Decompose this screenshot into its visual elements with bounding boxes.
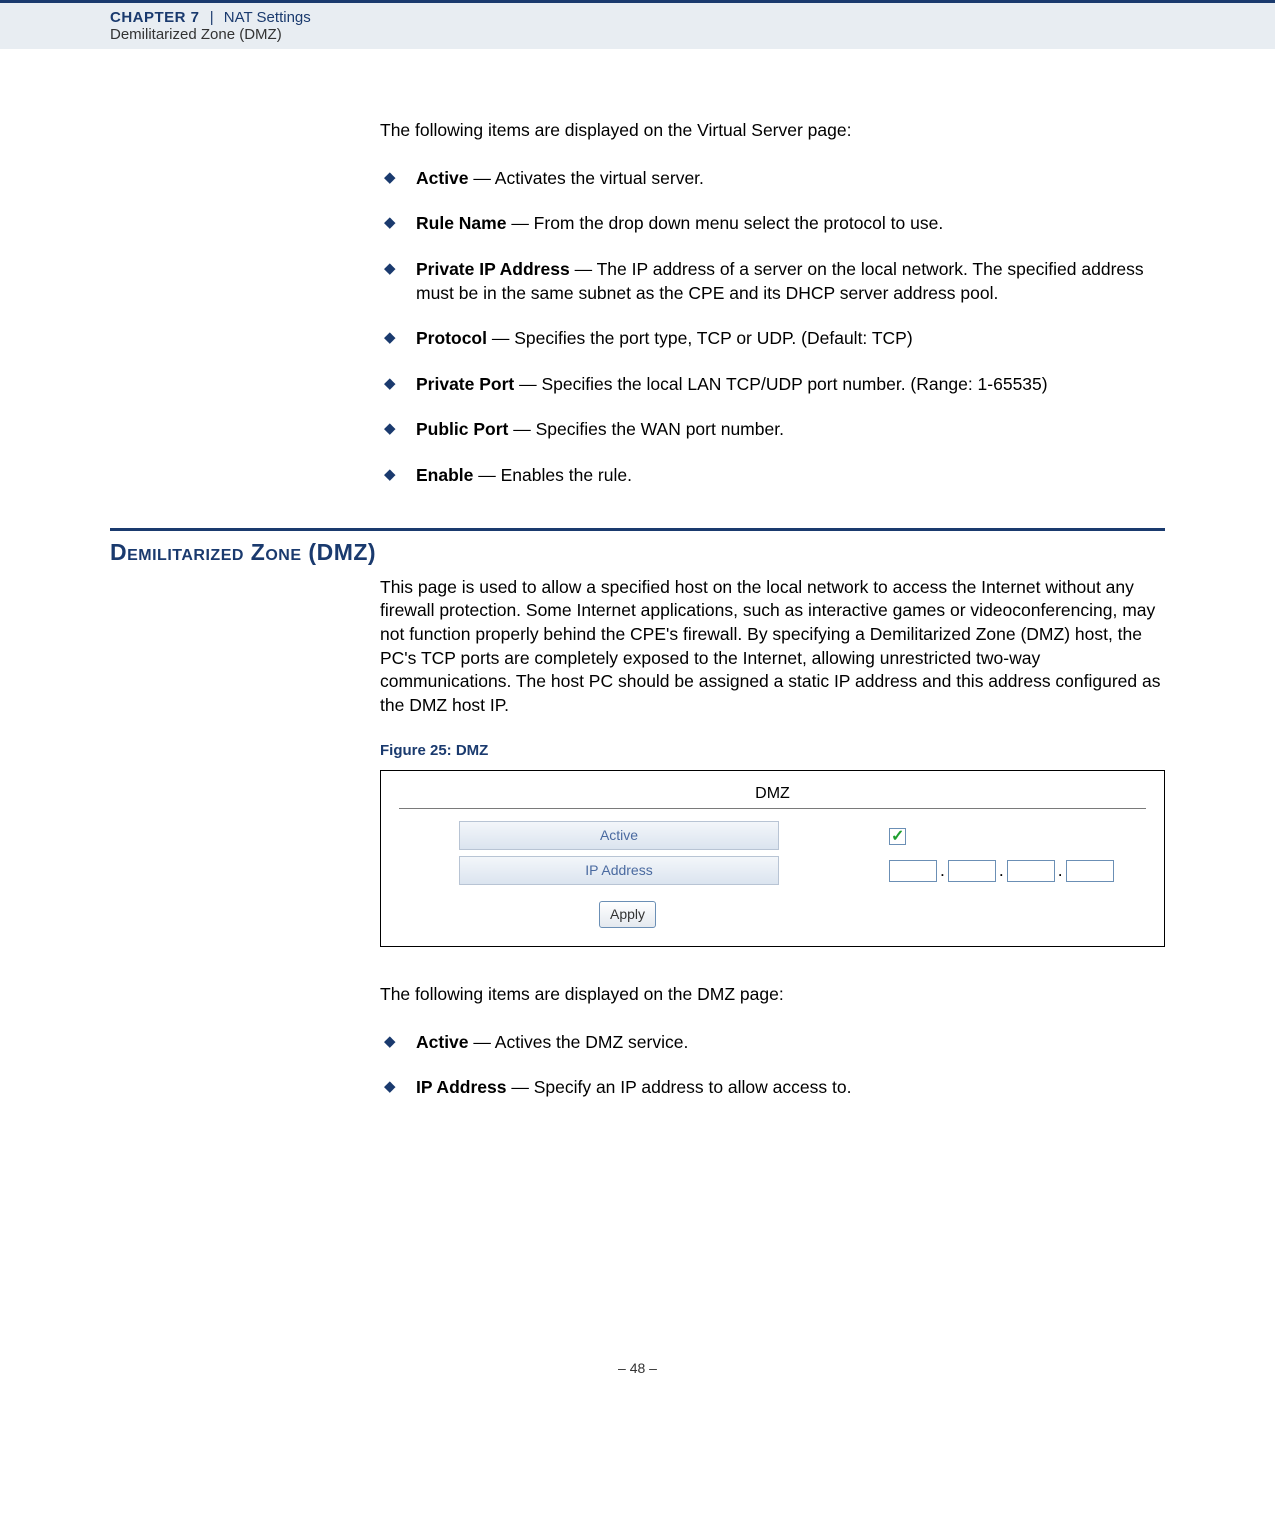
ip-octet-2-input[interactable] [948,860,996,882]
item-term: Private Port [416,374,514,394]
item-desc: — From the drop down menu select the pro… [506,213,943,233]
ip-octet-1-input[interactable] [889,860,937,882]
item-term: Rule Name [416,213,506,233]
apply-button[interactable]: Apply [599,901,656,928]
item-desc: — Specifies the local LAN TCP/UDP port n… [514,374,1047,394]
item-term: Enable [416,465,473,485]
list-item: IP Address — Specify an IP address to al… [380,1076,1165,1100]
item-desc: — Specifies the WAN port number. [508,419,784,439]
list-item: Active — Activates the virtual server. [380,167,1165,191]
item-term: Active [416,1032,469,1052]
item-term: Public Port [416,419,508,439]
figure-title-rule [399,808,1146,809]
dmz-paragraph: This page is used to allow a specified h… [380,576,1165,718]
item-desc: — Specify an IP address to allow access … [506,1077,851,1097]
figure-row-active: Active [399,821,1146,850]
section-divider [110,528,1165,531]
figure-row-ip: IP Address ... [399,856,1146,885]
subchapter-title: Demilitarized Zone (DMZ) [110,26,1275,43]
list-item: Protocol — Specifies the port type, TCP … [380,327,1165,351]
section-heading-suffix: (DMZ) [302,539,377,565]
section-heading-dmz: Demilitarized Zone (DMZ) [110,539,1275,566]
page-number: – 48 – [0,1360,1275,1396]
figure-caption: Figure 25: DMZ [380,741,1165,761]
intro-text-2: The following items are displayed on the… [380,983,1165,1007]
page-header: CHAPTER 7 | NAT Settings Demilitarized Z… [0,0,1275,49]
chapter-line: CHAPTER 7 | NAT Settings [110,9,1275,26]
active-checkbox[interactable] [889,828,906,845]
item-term: IP Address [416,1077,506,1097]
figure-label-active: Active [459,821,779,850]
intro-text-1: The following items are displayed on the… [380,119,1165,143]
content-block-1: The following items are displayed on the… [380,119,1165,488]
content-block-2: This page is used to allow a specified h… [380,576,1165,1100]
figure-label-ip: IP Address [459,856,779,885]
figure-value-ip: ... [779,859,1146,883]
ip-dot: . [940,859,945,883]
list-item: Rule Name — From the drop down menu sele… [380,212,1165,236]
figure-value-active [779,824,1146,848]
ip-octet-4-input[interactable] [1066,860,1114,882]
item-term: Active [416,168,469,188]
list-item: Active — Actives the DMZ service. [380,1031,1165,1055]
item-desc: — Specifies the port type, TCP or UDP. (… [487,328,913,348]
chapter-label: CHAPTER 7 [110,9,200,26]
item-term: Protocol [416,328,487,348]
section-heading-main: Demilitarized Zone [110,539,302,565]
chapter-title: NAT Settings [224,9,311,26]
ip-dot: . [1058,859,1063,883]
list-item: Enable — Enables the rule. [380,464,1165,488]
virtual-server-items-list: Active — Activates the virtual server. R… [380,167,1165,488]
ip-octet-3-input[interactable] [1007,860,1055,882]
figure-panel-title: DMZ [399,783,1146,809]
chapter-separator: | [210,9,214,26]
dmz-items-list: Active — Actives the DMZ service. IP Add… [380,1031,1165,1100]
item-term: Private IP Address [416,259,570,279]
item-desc: — Actives the DMZ service. [469,1032,689,1052]
list-item: Private IP Address — The IP address of a… [380,258,1165,305]
ip-dot: . [999,859,1004,883]
item-desc: — Activates the virtual server. [469,168,704,188]
item-desc: — Enables the rule. [473,465,632,485]
figure-dmz-panel: DMZ Active IP Address ... Apply [380,770,1165,947]
list-item: Public Port — Specifies the WAN port num… [380,418,1165,442]
list-item: Private Port — Specifies the local LAN T… [380,373,1165,397]
